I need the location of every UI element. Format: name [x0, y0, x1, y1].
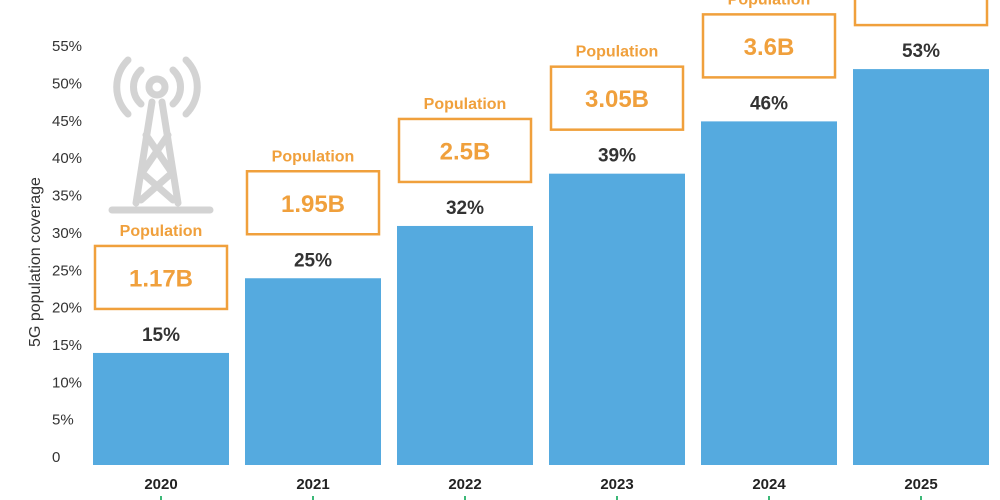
- annotation-box: [549, 65, 685, 131]
- y-tick-label: 10%: [52, 374, 82, 391]
- population-annotation-2021: Population 1.95B: [245, 148, 381, 236]
- y-tick-label: 30%: [52, 225, 82, 242]
- annotation-title: Population: [728, 0, 811, 8]
- data-label-2025: 53%: [902, 41, 940, 62]
- annotation-title: Population: [272, 148, 355, 165]
- bar-2025: [853, 69, 989, 465]
- bar-2022: [397, 225, 533, 465]
- annotation-value: 1.95B: [281, 191, 345, 218]
- y-tick-label: 45%: [52, 113, 82, 130]
- annotation-box: [397, 117, 533, 184]
- annotation-value: 2.5B: [440, 138, 491, 165]
- annotation-title: Population: [576, 44, 659, 61]
- x-tick-label-2023: 2023: [600, 476, 633, 493]
- y-tick-label: 0: [52, 449, 60, 466]
- data-label-2020: 15%: [142, 325, 180, 346]
- annotation-value: 3.05B: [585, 86, 649, 113]
- y-tick-label: 50%: [52, 76, 82, 93]
- y-tick-label: 40%: [52, 150, 82, 167]
- y-tick-label: 5%: [52, 412, 74, 429]
- y-tick-label: 20%: [52, 300, 82, 317]
- y-tick-label: 15%: [52, 337, 82, 354]
- annotation-value: 1.17B: [129, 265, 193, 292]
- population-annotation-2024: Population 3.6B: [701, 0, 837, 79]
- population-annotation-2023: Population 3.05B: [549, 44, 685, 131]
- population-annotation-2020: Population 1.17B: [93, 223, 229, 311]
- annotation-title: Population: [424, 96, 507, 113]
- data-label-2023: 39%: [598, 146, 636, 167]
- bar-2021: [245, 278, 381, 465]
- annotation-title: Population: [120, 223, 203, 240]
- y-tick-label: 35%: [52, 188, 82, 205]
- annotation-box: [93, 244, 229, 311]
- y-axis-label: 5G population coverage: [27, 177, 44, 347]
- x-tick-label-2024: 2024: [752, 476, 786, 493]
- bar-2020: [93, 352, 229, 465]
- y-tick-label: 55%: [52, 38, 82, 55]
- annotation-box: [701, 13, 837, 79]
- x-tick-label-2022: 2022: [448, 476, 481, 493]
- bar-2024: [701, 121, 837, 465]
- annotation-value: 3.6B: [744, 34, 795, 61]
- x-tick-label-2025: 2025: [904, 476, 937, 493]
- x-tick-label-2021: 2021: [296, 476, 329, 493]
- data-label-2021: 25%: [294, 250, 332, 271]
- data-label-2022: 32%: [446, 198, 484, 219]
- annotation-box: [853, 0, 989, 27]
- data-label-2024: 46%: [750, 93, 788, 114]
- population-annotation-2022: Population 2.5B: [397, 96, 533, 184]
- population-annotation-2025: Population: [853, 0, 989, 27]
- x-tick-label-2020: 2020: [144, 476, 177, 493]
- y-tick-label: 25%: [52, 262, 82, 279]
- bar-2023: [549, 173, 685, 466]
- cell-tower-icon: [108, 56, 214, 214]
- annotation-box: [245, 170, 381, 236]
